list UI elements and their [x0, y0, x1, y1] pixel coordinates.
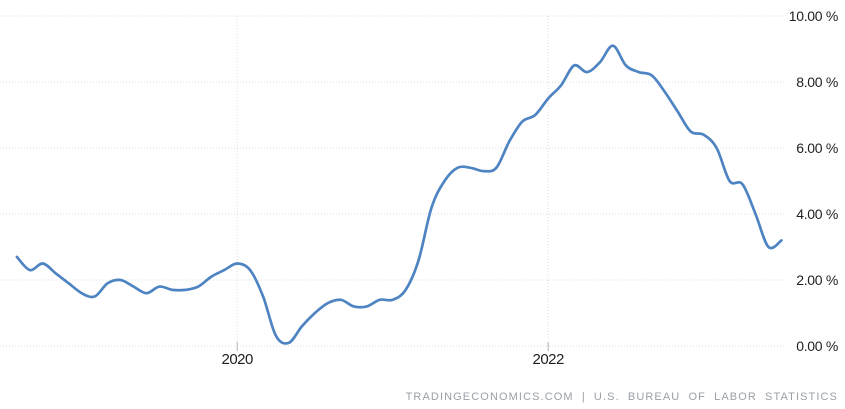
y-axis-tick-label: 6.00 %	[796, 140, 838, 156]
y-axis-tick-label: 8.00 %	[796, 74, 838, 90]
y-axis-tick-label: 4.00 %	[796, 206, 838, 222]
x-axis-tick-label: 2020	[221, 351, 253, 368]
y-axis-tick-label: 2.00 %	[796, 272, 838, 288]
source-attribution: TRADINGECONOMICS.COM | U.S. BUREAU OF LA…	[405, 391, 838, 403]
inflation-data-line	[15, 44, 783, 345]
y-axis-tick-label: 0.00 %	[796, 338, 838, 354]
y-axis-tick-label: 10.00 %	[789, 8, 838, 24]
x-axis-tick-label: 2022	[532, 351, 564, 368]
